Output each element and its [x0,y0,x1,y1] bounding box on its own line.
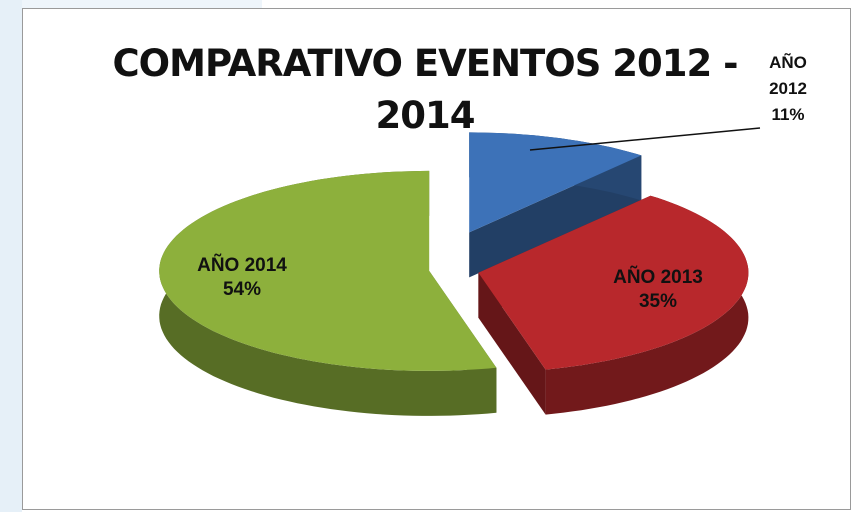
category-label: AÑO 2014 [197,255,287,276]
data-label: AÑO 2012 11% [758,50,818,128]
slice-inner-wall [478,272,546,415]
data-label: AÑO 2013 35% [588,266,728,314]
category-label: AÑO 2012 [769,53,807,98]
value-label: 35% [638,291,678,312]
category-label: AÑO 2013 [613,267,703,288]
leader-line [529,127,761,151]
slice [478,195,749,370]
data-label: AÑO 2014 54% [172,254,312,302]
background-strip [0,0,22,512]
slice [159,170,497,371]
background-strip [22,0,262,8]
chart-title: COMPARATIVO EVENTOS 2012 - 2014 [112,42,739,137]
slice [469,132,642,233]
value-label: 11% [771,105,805,124]
value-label: 54% [222,279,262,300]
